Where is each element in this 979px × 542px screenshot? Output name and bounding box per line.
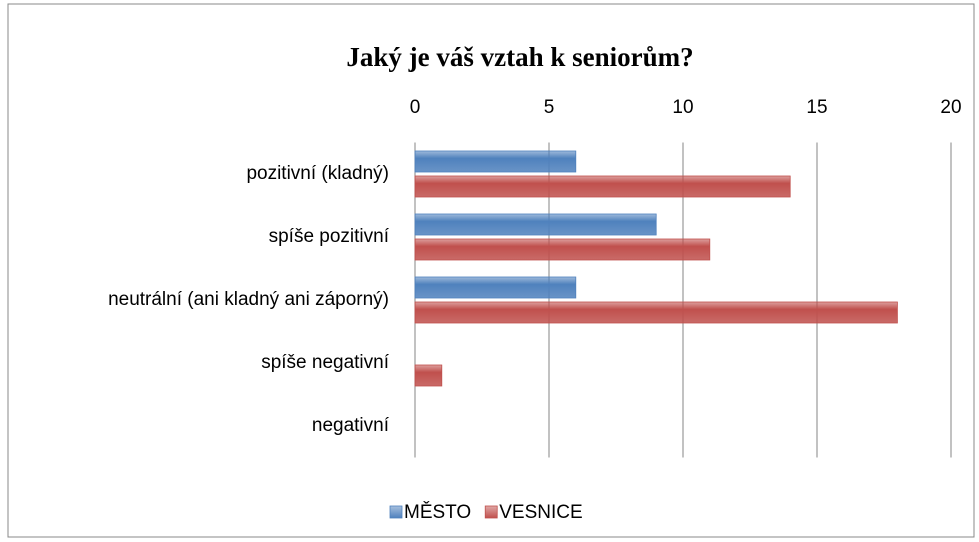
bar <box>414 364 443 387</box>
x-tick-label: 10 <box>672 97 693 118</box>
bar <box>414 150 577 173</box>
y-tick-label: neutrální (ani kladný ani záporný) <box>108 289 389 310</box>
bar <box>414 213 657 236</box>
legend-swatch <box>484 505 498 519</box>
bar <box>414 238 711 261</box>
y-tick-label: spíše negativní <box>261 352 390 373</box>
x-tick-label: 20 <box>940 97 961 118</box>
x-tick-label: 15 <box>806 97 827 118</box>
bar <box>414 276 577 299</box>
y-tick-label: spíše pozitivní <box>269 226 390 247</box>
bar <box>414 301 898 324</box>
bar <box>414 175 791 198</box>
x-tick-label: 5 <box>544 97 555 118</box>
chart-title: Jaký je váš vztah k seniorům? <box>346 42 693 72</box>
y-tick-label: negativní <box>312 415 390 436</box>
chart-border <box>7 3 975 538</box>
y-tick-label: pozitivní (kladný) <box>246 163 389 184</box>
legend-label: VESNICE <box>499 502 582 523</box>
legend-label: MĚSTO <box>404 501 471 523</box>
x-tick-label: 0 <box>410 97 421 118</box>
legend-swatch <box>389 505 403 519</box>
